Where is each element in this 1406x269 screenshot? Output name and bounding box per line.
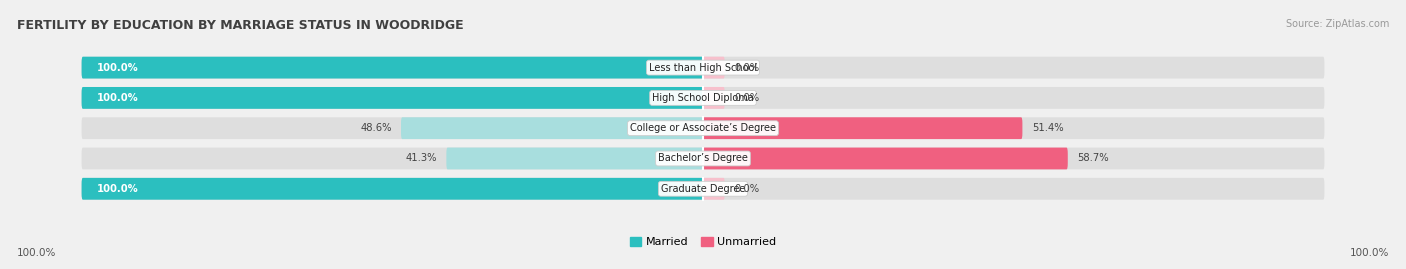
Text: 58.7%: 58.7% <box>1077 154 1109 164</box>
Text: 0.0%: 0.0% <box>734 63 759 73</box>
FancyBboxPatch shape <box>82 148 1324 169</box>
FancyBboxPatch shape <box>703 117 1022 139</box>
FancyBboxPatch shape <box>82 57 1324 79</box>
Text: High School Diploma: High School Diploma <box>652 93 754 103</box>
Text: College or Associate’s Degree: College or Associate’s Degree <box>630 123 776 133</box>
FancyBboxPatch shape <box>446 148 703 169</box>
FancyBboxPatch shape <box>82 87 1324 109</box>
Text: Graduate Degree: Graduate Degree <box>661 184 745 194</box>
FancyBboxPatch shape <box>703 87 724 109</box>
FancyBboxPatch shape <box>82 117 1324 139</box>
FancyBboxPatch shape <box>703 57 724 79</box>
Text: 48.6%: 48.6% <box>360 123 392 133</box>
FancyBboxPatch shape <box>703 178 724 200</box>
Text: 41.3%: 41.3% <box>405 154 437 164</box>
Text: 51.4%: 51.4% <box>1032 123 1063 133</box>
FancyBboxPatch shape <box>82 178 703 200</box>
Text: 100.0%: 100.0% <box>97 93 139 103</box>
Text: 0.0%: 0.0% <box>734 93 759 103</box>
FancyBboxPatch shape <box>401 117 703 139</box>
FancyBboxPatch shape <box>82 57 703 79</box>
Text: Less than High School: Less than High School <box>650 63 756 73</box>
FancyBboxPatch shape <box>82 87 703 109</box>
Text: FERTILITY BY EDUCATION BY MARRIAGE STATUS IN WOODRIDGE: FERTILITY BY EDUCATION BY MARRIAGE STATU… <box>17 19 464 32</box>
Text: Bachelor’s Degree: Bachelor’s Degree <box>658 154 748 164</box>
FancyBboxPatch shape <box>703 148 1067 169</box>
Text: 100.0%: 100.0% <box>1350 248 1389 258</box>
Text: 100.0%: 100.0% <box>97 63 139 73</box>
Text: 0.0%: 0.0% <box>734 184 759 194</box>
FancyBboxPatch shape <box>82 178 1324 200</box>
Text: 100.0%: 100.0% <box>97 184 139 194</box>
Legend: Married, Unmarried: Married, Unmarried <box>630 237 776 247</box>
Text: 100.0%: 100.0% <box>17 248 56 258</box>
Text: Source: ZipAtlas.com: Source: ZipAtlas.com <box>1285 19 1389 29</box>
